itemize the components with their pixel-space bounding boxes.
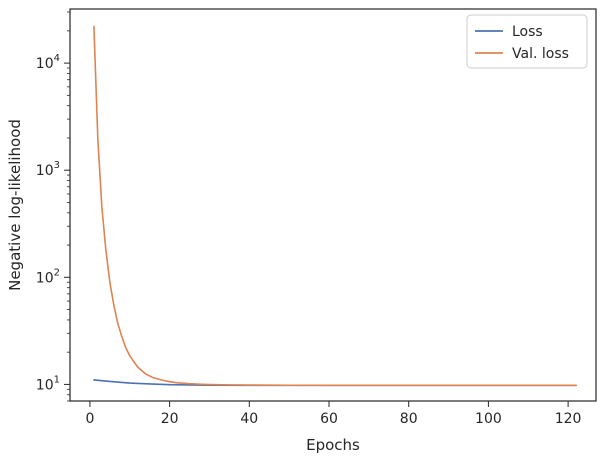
x-tick-label: 40 (240, 411, 258, 427)
y-tick-label: 104 (36, 53, 60, 72)
y-axis-label: Negative log-likelihood (6, 119, 24, 291)
y-tick-base: 10 (36, 377, 54, 393)
x-tick-label: 100 (475, 411, 502, 427)
plot-frame (69, 8, 597, 402)
x-axis: 0 20 40 60 80 100 120 (85, 401, 581, 427)
x-tick-label: 60 (320, 411, 338, 427)
legend-box (466, 14, 588, 69)
y-tick-exponent: 2 (54, 267, 60, 278)
y-tick-base: 10 (36, 270, 54, 286)
x-tick-label: 20 (161, 411, 179, 427)
y-tick-label: 103 (36, 160, 60, 179)
x-tick-label: 0 (85, 411, 94, 427)
y-tick-label: 101 (36, 374, 60, 393)
y-tick-base: 10 (36, 56, 54, 72)
legend-label-1: Loss (512, 24, 543, 40)
x-tick-label: 120 (555, 411, 582, 427)
series-line-2 (93, 25, 577, 387)
plot-lines (93, 25, 577, 387)
y-tick-exponent: 4 (54, 53, 60, 64)
x-tick-label: 80 (400, 411, 418, 427)
x-axis-label: Epochs (306, 436, 360, 454)
y-tick-exponent: 1 (54, 374, 60, 385)
legend-label-2: Val. loss (512, 46, 569, 62)
y-tick-base: 10 (36, 163, 54, 179)
legend: Loss Val. loss (466, 14, 588, 69)
y-tick-label: 102 (36, 267, 60, 286)
y-tick-exponent: 3 (54, 160, 60, 171)
